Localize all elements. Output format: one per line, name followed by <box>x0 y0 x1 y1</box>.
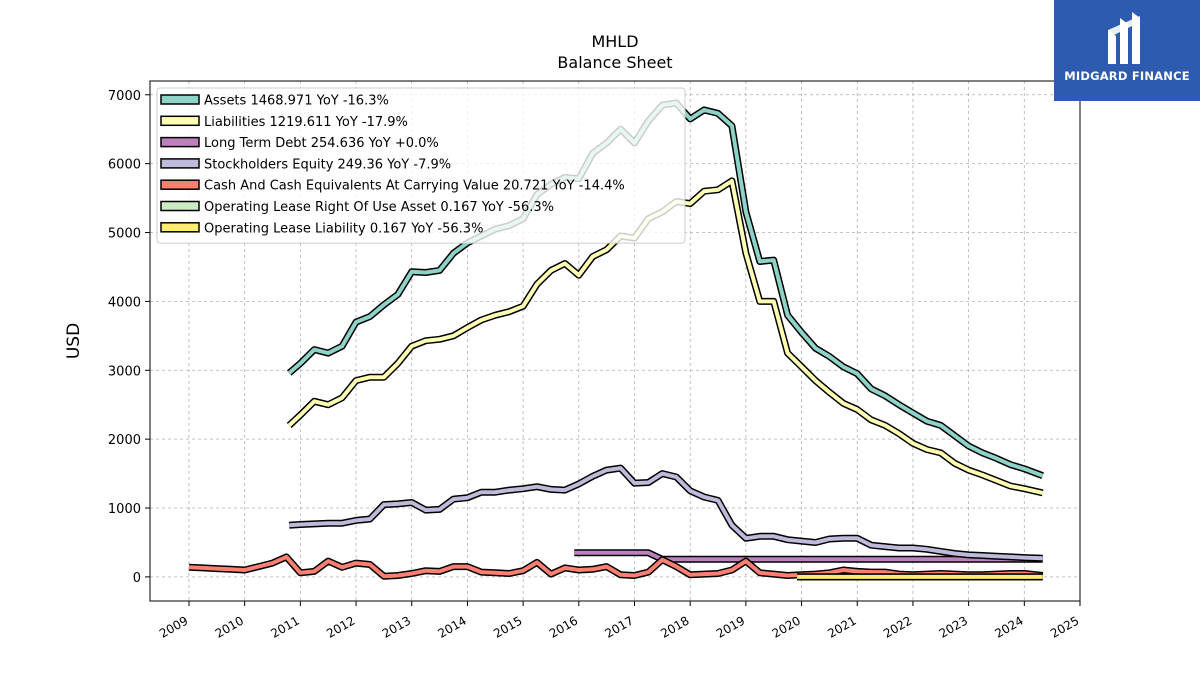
legend-item: Long Term Debt 254.636 YoY +0.0% <box>160 136 439 151</box>
x-tick-label: 2021 <box>825 613 858 640</box>
y-tick-label: 3000 <box>108 364 141 379</box>
x-tick-label: 2022 <box>881 613 914 640</box>
brand-logo: MIDGARD FINANCE <box>1054 0 1200 101</box>
y-tick-label: 6000 <box>108 158 141 173</box>
legend-item: Stockholders Equity 249.36 YoY -7.9% <box>160 157 451 172</box>
y-tick-label: 4000 <box>108 295 141 310</box>
chart-subtitle: Balance Sheet <box>557 53 672 72</box>
legend-label: Liabilities 1219.611 YoY -17.9% <box>204 115 408 130</box>
y-tick-label: 7000 <box>108 89 141 104</box>
x-tick-label: 2020 <box>770 613 803 640</box>
legend-item: Liabilities 1219.611 YoY -17.9% <box>160 115 408 130</box>
x-tick-label: 2025 <box>1048 613 1081 640</box>
legend-swatch <box>160 136 200 148</box>
x-tick-label: 2024 <box>992 613 1025 640</box>
series-line-outline <box>288 464 1043 562</box>
x-tick-label: 2014 <box>435 613 468 640</box>
x-tick-label: 2016 <box>547 613 580 640</box>
x-tick-label: 2017 <box>603 613 636 640</box>
legend-swatch <box>160 158 200 169</box>
chart-title: MHLD <box>591 32 638 51</box>
y-axis-label: USD <box>64 323 84 359</box>
legend-label: Assets 1468.971 YoY -16.3% <box>204 94 389 109</box>
x-tick-label: 2023 <box>937 613 970 640</box>
x-axis-ticks: 2009 2010 2011 2012 2013 2014 2015 2016 2017 2018… <box>157 601 1082 641</box>
legend-item: Cash And Cash Equivalents At Carrying Va… <box>160 179 625 194</box>
legend-label: Stockholders Equity 249.36 YoY -7.9% <box>204 157 451 172</box>
legend-swatch <box>160 222 200 233</box>
midgard-logo-icon <box>1108 12 1140 64</box>
series-line <box>574 550 1043 562</box>
x-tick-label: 2011 <box>268 613 301 640</box>
legend-swatch <box>160 115 200 127</box>
legend-swatch <box>160 200 200 212</box>
legend-item: Assets 1468.971 YoY -16.3% <box>160 94 389 109</box>
series-2 <box>574 549 1043 563</box>
x-tick-label: 2018 <box>658 613 691 640</box>
x-tick-label: 2009 <box>157 613 190 640</box>
legend-swatch <box>160 94 200 105</box>
y-tick-label: 0 <box>133 571 141 586</box>
legend-swatch <box>160 179 200 190</box>
legend-label: Cash And Cash Equivalents At Carrying Va… <box>204 179 625 194</box>
series-3 <box>288 464 1043 562</box>
x-tick-label: 2012 <box>324 613 357 640</box>
legend-label: Operating Lease Liability 0.167 YoY -56.… <box>204 221 483 236</box>
x-tick-label: 2013 <box>380 613 413 640</box>
series-line <box>289 466 1043 561</box>
y-tick-label: 5000 <box>108 227 141 242</box>
x-tick-label: 2015 <box>491 613 524 640</box>
legend: Assets 1468.971 YoY -16.3% Liabilities 12… <box>156 87 686 244</box>
legend-label: Operating Lease Right Of Use Asset 0.167… <box>204 200 554 215</box>
plot-frame <box>149 80 1081 602</box>
y-tick-label: 1000 <box>108 502 141 517</box>
legend-box <box>156 87 686 244</box>
y-tick-label: 2000 <box>108 433 141 448</box>
legend-item: Operating Lease Right Of Use Asset 0.167… <box>160 200 554 215</box>
y-axis-ticks: 0 1000 2000 3000 4000 5000 6000 7000 <box>108 89 150 586</box>
x-tick-label: 2019 <box>714 613 747 640</box>
legend-item: Operating Lease Liability 0.167 YoY -56.… <box>160 221 483 236</box>
brand-name: MIDGARD FINANCE <box>1064 69 1190 83</box>
legend-label: Long Term Debt 254.636 YoY +0.0% <box>204 136 439 151</box>
x-tick-label: 2010 <box>213 613 246 640</box>
